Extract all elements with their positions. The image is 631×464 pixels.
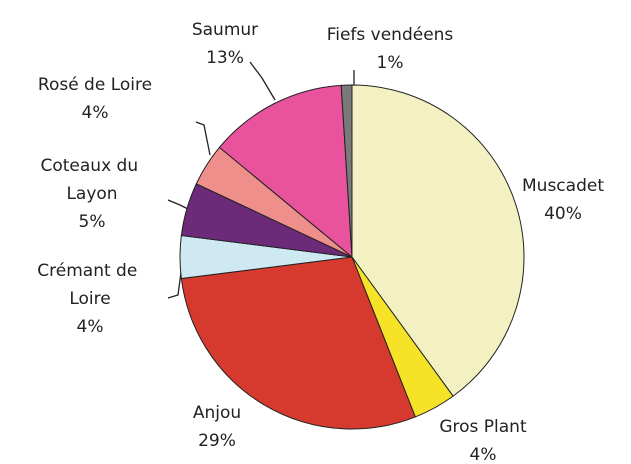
leader-lines <box>167 61 355 299</box>
pie-slice <box>218 84 353 259</box>
label-line: Muscadet <box>522 176 604 196</box>
label-line: Anjou <box>193 403 241 423</box>
slice-value-label: 4% <box>77 317 104 337</box>
label-line: Crémant de <box>37 261 142 281</box>
slice-value-label: 29% <box>198 431 236 451</box>
slice-label: Muscadet <box>522 176 604 196</box>
slice-value-label: 5% <box>79 212 106 232</box>
slice-value-label: 40% <box>544 204 582 224</box>
slice-value-label: 13% <box>206 48 244 68</box>
pie-slice <box>180 256 416 430</box>
slice-value-label: 4% <box>82 103 109 123</box>
slice-value-label: 1% <box>377 53 404 73</box>
slice-label: Anjou <box>193 403 241 423</box>
slice-label: Crémant de Loire <box>37 261 142 309</box>
label-line: Coteaux du <box>40 156 143 176</box>
leader-line <box>195 121 211 156</box>
label-line: Gros Plant <box>439 417 527 437</box>
pie-slice <box>351 84 525 397</box>
slice-label: Gros Plant <box>439 417 527 437</box>
slice-label: Coteaux du Layon <box>40 156 143 204</box>
slice-label: Fiefs vendéens <box>327 25 454 45</box>
slice-value-label: 4% <box>470 445 497 464</box>
label-line: Layon <box>66 184 117 204</box>
label-line: Fiefs vendéens <box>327 25 454 45</box>
label-line: Rosé de Loire <box>38 75 152 95</box>
label-line: Loire <box>69 289 110 309</box>
slice-label: Rosé de Loire <box>38 75 152 95</box>
slice-label: Saumur <box>192 20 258 40</box>
leader-line <box>249 61 276 101</box>
label-line: Saumur <box>192 20 258 40</box>
leader-line <box>167 264 183 299</box>
pie-slice <box>340 84 353 258</box>
